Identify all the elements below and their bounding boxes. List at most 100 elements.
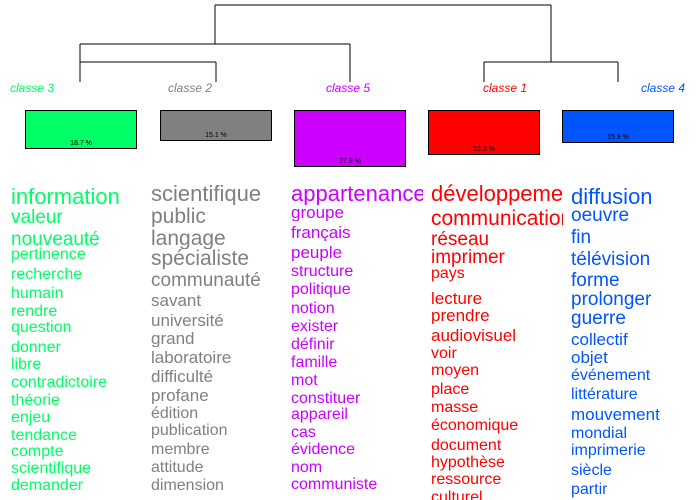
class-percent-c5: 27.9 % <box>339 158 361 165</box>
word-item: collectif <box>571 331 628 348</box>
word-item: définir <box>291 337 335 353</box>
word-item: exister <box>291 319 339 335</box>
word-item: place <box>431 382 470 398</box>
word-item: économique <box>431 418 519 434</box>
word-item: ressource <box>431 472 502 488</box>
word-item: mondial <box>571 426 628 442</box>
word-item: public <box>151 206 206 227</box>
class-label-c3: classe 3 <box>10 81 55 95</box>
word-item: culturel <box>431 490 483 500</box>
word-item: difficulté <box>151 368 214 385</box>
word-column-c3: information valeur nouveauté pertinence rech… <box>11 184 143 500</box>
class-size-box-c1: 22.3 % <box>428 110 540 155</box>
class-size-box-c4: 15.9 % <box>562 110 674 143</box>
word-column-c4: diffusion oeuvre fin télévision forme prolong… <box>571 184 700 500</box>
word-item: politique <box>291 282 351 298</box>
word-item: tendance <box>11 428 77 444</box>
class-size-box-c5: 27.9 % <box>294 110 406 167</box>
word-item: famille <box>291 355 338 371</box>
word-item: scientifique <box>151 184 262 205</box>
word-item: audiovisuel <box>431 327 517 344</box>
word-item: rendre <box>11 304 58 320</box>
word-item: événement <box>571 368 651 384</box>
class-label-c2: classe 2 <box>168 81 213 95</box>
word-item: membre <box>151 442 210 458</box>
word-item: pertinence <box>11 247 86 263</box>
class-label-c5: classe 5 <box>326 81 371 95</box>
word-item: hypothèse <box>431 455 505 471</box>
word-item: contradictoire <box>11 375 108 391</box>
word-item: peuple <box>291 244 343 261</box>
word-column-c2: scientifique public langage spécialiste comm… <box>151 184 283 500</box>
word-item: publication <box>151 423 228 439</box>
class-percent-c1: 22.3 % <box>473 146 495 153</box>
word-item: moyen <box>431 363 480 379</box>
word-item: compte <box>11 444 64 460</box>
class-percent-c2: 15.1 % <box>205 132 227 139</box>
word-item: fin <box>571 228 592 247</box>
word-item: structure <box>291 264 354 280</box>
word-item: diffusion <box>571 186 653 208</box>
word-item: télévision <box>571 250 651 269</box>
class-label-c4: classe 4 <box>641 81 686 95</box>
word-item: appartenance <box>291 184 423 205</box>
word-item: guerre <box>571 309 626 328</box>
word-item: information <box>11 186 120 208</box>
class-size-box-c2: 15.1 % <box>160 110 272 141</box>
word-item: appareil <box>291 407 348 423</box>
word-item: profane <box>151 387 209 404</box>
word-item: masse <box>431 400 479 416</box>
word-item: lecture <box>431 290 483 307</box>
word-item: document <box>431 438 502 454</box>
word-item: nouveauté <box>11 230 100 249</box>
word-item: français <box>291 224 351 241</box>
word-item: humain <box>11 286 64 302</box>
word-item: question <box>11 320 72 336</box>
word-item: prendre <box>431 307 490 324</box>
word-item: attitude <box>151 460 204 476</box>
word-item: nom <box>291 460 323 476</box>
word-item: prolonger <box>571 290 652 309</box>
class-percent-c3: 18.7 % <box>70 140 92 147</box>
word-item: mot <box>291 373 318 389</box>
word-item: communauté <box>151 271 261 290</box>
word-item: laboratoire <box>151 349 232 366</box>
word-item: pays <box>431 266 465 282</box>
word-item: littérature <box>571 387 638 403</box>
class-label-c1: classe 1 <box>483 81 528 95</box>
word-item: voir <box>431 346 457 362</box>
word-item: dimension <box>151 478 224 494</box>
word-item: langage <box>151 228 226 249</box>
word-item: scientifique <box>11 461 92 477</box>
class-percent-c4: 15.9 % <box>607 134 629 141</box>
word-item: recherche <box>11 267 83 283</box>
word-item: savant <box>151 292 202 309</box>
word-item: oeuvre <box>571 206 630 225</box>
word-item: groupe <box>291 204 344 221</box>
word-column-c5: appartenance groupe français peuple structur… <box>291 184 423 500</box>
word-item: cas <box>291 425 316 441</box>
word-item: spécialiste <box>151 248 250 269</box>
word-item: université <box>151 312 224 329</box>
class-size-box-c3: 18.7 % <box>25 110 137 149</box>
word-column-c1: développement communicationréseauimprimer… <box>431 184 563 500</box>
word-item: grand <box>151 330 195 347</box>
word-item: évidence <box>291 442 356 458</box>
word-item: développement <box>431 184 563 205</box>
word-item: valeur <box>11 208 63 227</box>
word-item: objet <box>571 349 608 366</box>
word-item: donner <box>11 340 61 356</box>
word-item: imprimer <box>431 248 505 267</box>
word-item: demander <box>11 478 84 494</box>
word-item: notion <box>291 301 335 317</box>
word-item: édition <box>151 406 199 422</box>
word-item: enjeu <box>11 410 51 426</box>
word-item: constituer <box>291 391 361 407</box>
word-item: forme <box>571 271 620 290</box>
word-item: mouvement <box>571 406 660 423</box>
word-item: libre <box>11 357 42 373</box>
word-item: imprimerie <box>571 443 646 459</box>
word-item: siècle <box>571 463 612 479</box>
word-item: communiste <box>291 477 378 493</box>
